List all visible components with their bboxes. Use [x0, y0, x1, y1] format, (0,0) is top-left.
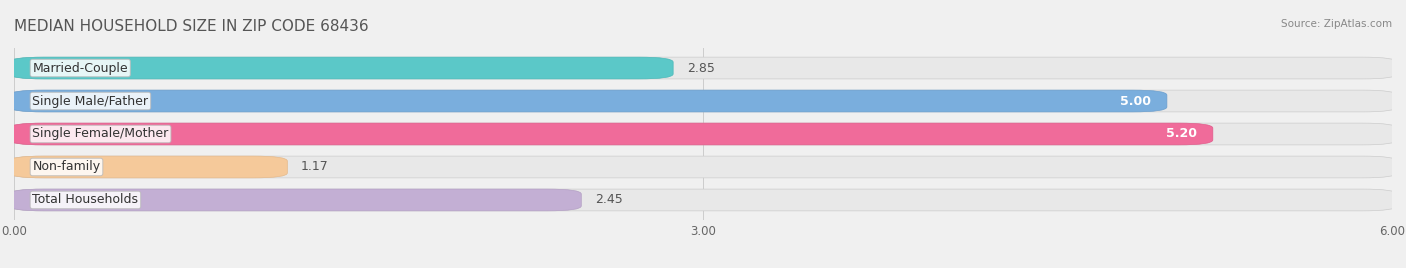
FancyBboxPatch shape [10, 123, 1396, 145]
Text: 5.20: 5.20 [1166, 128, 1197, 140]
FancyBboxPatch shape [10, 57, 673, 79]
FancyBboxPatch shape [10, 57, 1396, 79]
FancyBboxPatch shape [10, 156, 1396, 178]
Text: 5.00: 5.00 [1119, 95, 1150, 107]
FancyBboxPatch shape [10, 90, 1167, 112]
Text: 2.85: 2.85 [688, 62, 714, 75]
FancyBboxPatch shape [10, 123, 1213, 145]
Text: Source: ZipAtlas.com: Source: ZipAtlas.com [1281, 19, 1392, 29]
Text: Married-Couple: Married-Couple [32, 62, 128, 75]
FancyBboxPatch shape [10, 189, 581, 211]
Text: Total Households: Total Households [32, 193, 138, 206]
Text: Non-family: Non-family [32, 161, 101, 173]
Text: 2.45: 2.45 [595, 193, 623, 206]
Text: MEDIAN HOUSEHOLD SIZE IN ZIP CODE 68436: MEDIAN HOUSEHOLD SIZE IN ZIP CODE 68436 [14, 19, 368, 34]
FancyBboxPatch shape [10, 90, 1396, 112]
Text: Single Male/Father: Single Male/Father [32, 95, 149, 107]
Text: 1.17: 1.17 [301, 161, 329, 173]
FancyBboxPatch shape [10, 156, 287, 178]
FancyBboxPatch shape [10, 189, 1396, 211]
Text: Single Female/Mother: Single Female/Mother [32, 128, 169, 140]
